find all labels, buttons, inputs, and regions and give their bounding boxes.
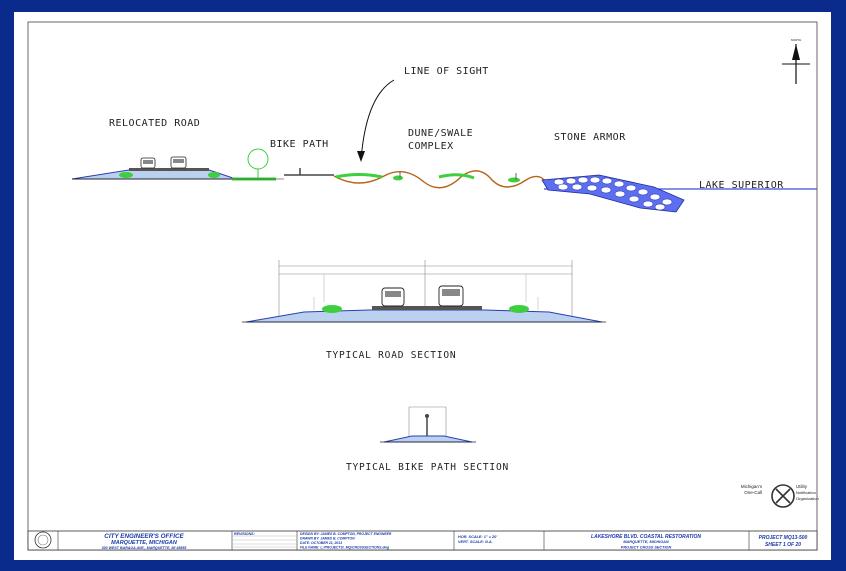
tb-vert-scale: VERT. SCALE: N.A. — [458, 540, 493, 544]
miss-dig-line2: One-Call — [744, 490, 762, 495]
tb-office-name: CITY ENGINEER'S OFFICE — [104, 533, 184, 540]
title-block: CITY ENGINEER'S OFFICE MARQUETTE, MICHIG… — [27, 530, 818, 551]
line-of-sight-arrowhead — [357, 151, 365, 162]
miss-dig-line3: Utility — [796, 484, 808, 489]
tb-sheet-no: SHEET 1 OF 20 — [765, 542, 801, 548]
label-stone-armor: STONE ARMOR — [554, 132, 626, 143]
miss-dig-line4: Notification — [796, 490, 816, 495]
truck-icon — [170, 156, 187, 169]
tb-office-address: 300 WEST BARAGA AVE., MARQUETTE, MI 4985… — [102, 546, 188, 550]
typical-road-section-drawing — [242, 260, 606, 323]
miss-dig-logo: Michigan's One-Call Utility Notification… — [741, 484, 819, 508]
tree-icon — [247, 148, 269, 170]
label-typical-bike-path-section: TYPICAL BIKE PATH SECTION — [346, 462, 509, 473]
tb-date: DATE: OCTOBER 21, 2013 — [300, 541, 342, 545]
tb-drawing-title: PROJECT CROSS SECTION — [621, 546, 672, 550]
label-line-of-sight: LINE OF SIGHT — [404, 66, 489, 77]
tb-office-city: MARQUETTE, MICHIGAN — [111, 540, 178, 546]
tb-project-title: LAKESHORE BLVD. COASTAL RESTORATION — [591, 534, 701, 540]
tb-hor-scale: HOR. SCALE: 1" = 20' — [458, 535, 497, 539]
road-section-fill — [245, 309, 603, 323]
label-dune-swale: DUNE/SWALE — [408, 128, 473, 139]
line-of-sight-arrow — [360, 79, 395, 161]
tb-project-no: PROJECT MQ13-500 — [759, 535, 808, 541]
tb-file-name: FILE NAME: L:/PROJECTS/_MQ/CROSSSECTIONS… — [300, 546, 390, 550]
engineering-drawing: NORTH LINE OF SIGHT RELOCATED ROAD BIKE … — [27, 21, 819, 551]
north-arrow-icon: NORTH — [782, 38, 810, 84]
miss-dig-line1: Michigan's — [741, 484, 763, 489]
section-truck-icon — [438, 285, 464, 307]
tb-drawn-by: DRAWN BY: JAMES B. COMPTON — [300, 537, 355, 541]
section-car-icon — [381, 287, 405, 307]
miss-dig-line5: Organization — [796, 496, 819, 501]
label-bike-path: BIKE PATH — [270, 139, 329, 150]
tb-revisions-label: REVISIONS: — [234, 532, 256, 536]
tb-project-city: MARQUETTE, MICHIGAN — [623, 540, 669, 544]
label-dune-swale-complex: COMPLEX — [408, 141, 454, 152]
label-lake-superior: LAKE SUPERIOR — [699, 180, 784, 191]
main-profile — [71, 148, 817, 213]
north-arrow-label: NORTH — [791, 38, 802, 42]
typical-bike-path-section-drawing — [380, 406, 476, 443]
city-seal-icon — [34, 531, 52, 549]
car-icon — [140, 157, 156, 169]
tb-design-by: DESIGN BY: JAMES B. COMPTON, PROJECT ENG… — [300, 532, 392, 536]
label-relocated-road: RELOCATED ROAD — [109, 118, 200, 129]
label-typical-road-section: TYPICAL ROAD SECTION — [326, 350, 456, 361]
drawing-sheet: NORTH LINE OF SIGHT RELOCATED ROAD BIKE … — [14, 12, 831, 560]
